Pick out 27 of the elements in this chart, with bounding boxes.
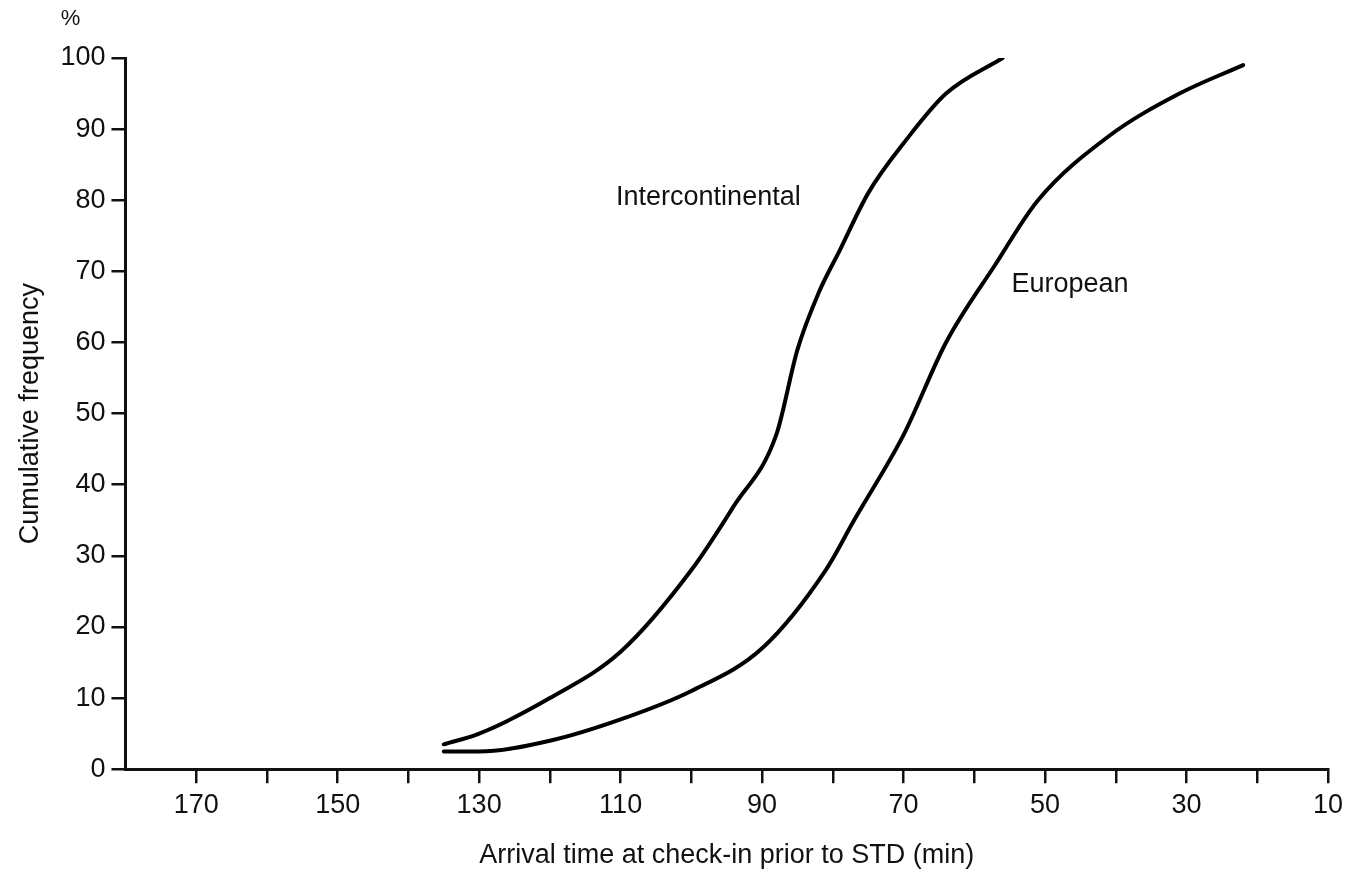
line-series [441,63,1246,754]
x-tick-label: 130 [456,788,502,819]
x-tick-label: 90 [747,788,778,819]
y-tick-label: 30 [75,539,106,570]
y-tick-label: 70 [75,254,106,285]
series-label: European [1011,267,1129,298]
x-tick-label: 30 [1171,788,1202,819]
x-axis-title: Arrival time at check-in prior to STD (min) [479,839,975,870]
y-tick-label: 20 [75,610,106,641]
y-tick-label: 10 [75,681,106,712]
y-tick-label: 0 [90,752,106,783]
x-tick-label: 10 [1312,788,1344,819]
x-tick-label: 170 [173,788,219,819]
series-label: Intercontinental [616,181,801,212]
y-tick-label: 40 [75,468,106,499]
y-tick-label: 60 [75,325,106,356]
x-tick-label: 50 [1030,788,1061,819]
x-tick-label: 70 [888,788,919,819]
y-axis-title: Cumulative frequency [13,282,44,545]
y-tick-label: 90 [75,112,106,143]
y-tick-label: 100 [60,41,106,72]
line-series [441,58,1005,747]
y-tick-label: 50 [75,397,106,428]
y-tick-label: 80 [75,183,106,214]
text: % [60,5,81,31]
x-tick-label: 150 [315,788,361,819]
x-tick-label: 110 [599,788,643,819]
